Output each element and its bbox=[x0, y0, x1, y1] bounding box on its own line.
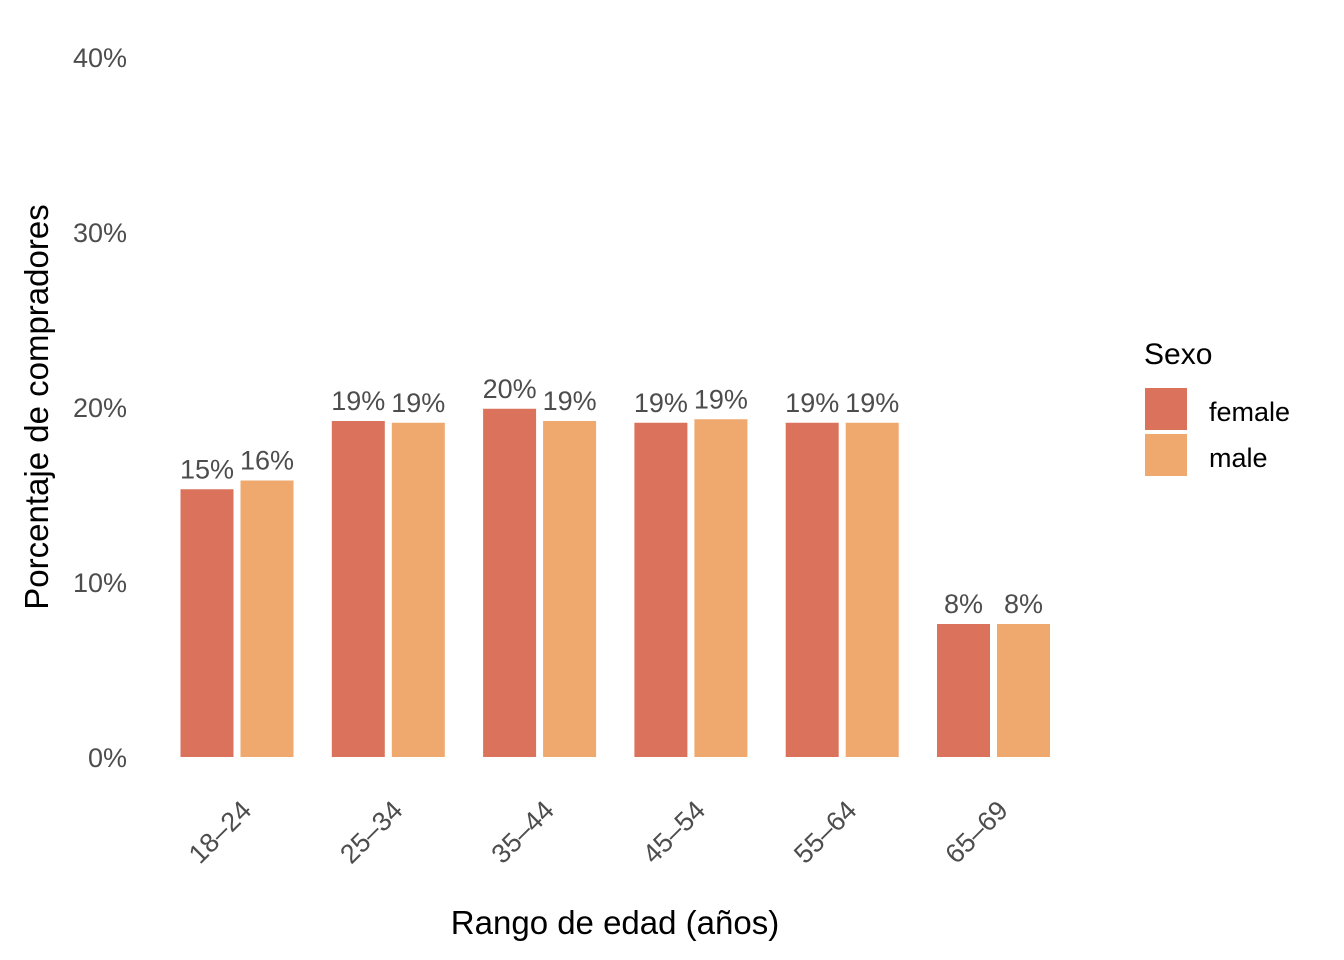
bar-data-label: 15% bbox=[180, 454, 234, 484]
bar-data-label: 19% bbox=[694, 384, 748, 414]
legend-label-female: female bbox=[1209, 397, 1290, 427]
y-tick-label: 40% bbox=[73, 43, 127, 73]
x-axis: 18–24 25–34 35–44 45–54 55–64 65–69 bbox=[183, 795, 1014, 869]
bars bbox=[180, 408, 1050, 757]
y-tick-label: 30% bbox=[73, 218, 127, 248]
x-tick-label: 35–44 bbox=[486, 795, 560, 869]
bar-female bbox=[180, 489, 234, 757]
x-tick-label: 18–24 bbox=[183, 795, 257, 869]
x-tick-label: 25–34 bbox=[334, 795, 408, 869]
y-axis-title: Porcentaje de compradores bbox=[18, 204, 55, 609]
bar-male bbox=[694, 419, 748, 757]
y-tick-label: 10% bbox=[73, 568, 127, 598]
bar-data-label: 8% bbox=[944, 589, 983, 619]
legend-swatch-female bbox=[1145, 388, 1187, 430]
bar-female bbox=[785, 422, 839, 757]
bar-labels: 15% 16%19% 19% 20% 19% 19% 19% 19% 19%8% 8% bbox=[180, 374, 1043, 619]
bar-data-label: 20% bbox=[483, 374, 537, 404]
legend: Sexo female male bbox=[1144, 338, 1290, 476]
bar-male bbox=[997, 624, 1050, 757]
y-tick-label: 20% bbox=[73, 393, 127, 423]
legend-title: Sexo bbox=[1144, 338, 1212, 371]
bar-female bbox=[483, 408, 537, 757]
bar-male bbox=[391, 422, 445, 757]
x-tick-label: 45–54 bbox=[637, 795, 711, 869]
bar-female bbox=[937, 624, 990, 757]
legend-label-male: male bbox=[1209, 443, 1268, 473]
bar-male bbox=[240, 480, 294, 757]
bar-male bbox=[845, 422, 899, 757]
bar-data-label: 19% bbox=[634, 388, 688, 418]
y-axis: 0% 10% 20% 30% 40% bbox=[73, 43, 127, 773]
x-tick-label: 65–69 bbox=[939, 795, 1013, 869]
bar-data-label: 19% bbox=[543, 386, 597, 416]
y-tick-label: 0% bbox=[88, 743, 127, 773]
bar-female bbox=[634, 422, 688, 757]
bar-data-label: 19% bbox=[331, 386, 385, 416]
bar-data-label: 19% bbox=[391, 388, 445, 418]
bar-data-label: 16% bbox=[240, 446, 294, 476]
bar-data-label: 19% bbox=[845, 388, 899, 418]
bar-data-label: 19% bbox=[785, 388, 839, 418]
legend-swatch-male bbox=[1145, 434, 1187, 476]
x-axis-title: Rango de edad (años) bbox=[451, 904, 779, 941]
x-tick-label: 55–64 bbox=[788, 795, 862, 869]
bar-data-label: 8% bbox=[1004, 589, 1043, 619]
bar-male bbox=[543, 421, 597, 757]
bar-female bbox=[331, 421, 385, 757]
